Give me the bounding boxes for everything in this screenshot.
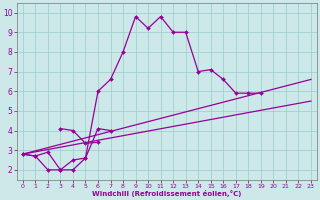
X-axis label: Windchill (Refroidissement éolien,°C): Windchill (Refroidissement éolien,°C): [92, 190, 242, 197]
